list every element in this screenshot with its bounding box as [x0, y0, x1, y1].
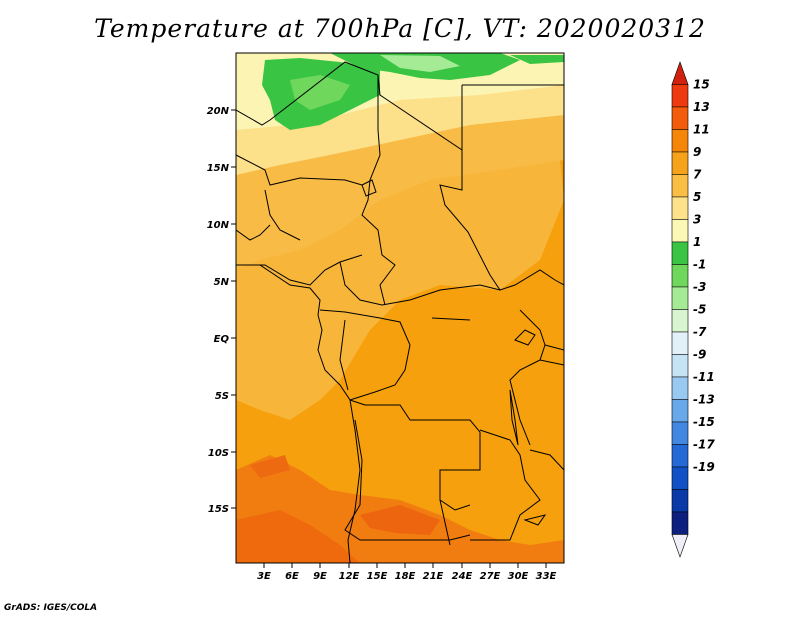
- lon-label: 21E: [423, 571, 444, 582]
- colorbar-level-label: -13: [693, 393, 715, 407]
- lat-label: 10S: [208, 448, 229, 459]
- colorbar-swatch: [671, 421, 689, 445]
- colorbar-swatch: [671, 331, 689, 355]
- colorbar-swatch: [671, 174, 689, 198]
- colorbar-level-label: 11: [693, 123, 710, 137]
- colorbar-swatch: [671, 444, 689, 468]
- coastline: [236, 264, 361, 564]
- colorbar-bottom-triangle: [671, 534, 689, 558]
- colorbar-top-triangle: [671, 61, 689, 85]
- colorbar-level-label: -19: [693, 460, 715, 474]
- colorbar-swatch: [671, 489, 689, 513]
- lon-label: 12E: [339, 571, 360, 582]
- colorbar: 15 13 11 9 7 5 3 1 -1 -3 -5 -7 -9 -11 -13 -15 -17 -19: [671, 61, 715, 558]
- colorbar-level-label: -3: [693, 280, 706, 294]
- lat-axis: 20N 15N 10N 5N EQ 5S 10S 15S: [207, 106, 236, 515]
- colorbar-level-label: -11: [693, 370, 715, 384]
- colorbar-level-label: 3: [693, 213, 701, 227]
- lon-label: 6E: [285, 571, 299, 582]
- lon-label: 30E: [508, 571, 529, 582]
- colorbar-swatch: [671, 84, 689, 108]
- country-borders: [236, 61, 564, 546]
- colorbar-level-label: 15: [693, 78, 710, 92]
- temperature-field: [236, 53, 564, 563]
- colorbar-level-label: -9: [693, 348, 706, 362]
- colorbar-swatch: [671, 219, 689, 243]
- colorbar-swatch: [671, 354, 689, 378]
- colorbar-level-label: -15: [693, 415, 715, 429]
- lat-label: 15S: [208, 504, 229, 515]
- lon-label: 27E: [480, 571, 501, 582]
- colorbar-swatch: [671, 151, 689, 175]
- lon-label: 3E: [257, 571, 271, 582]
- colorbar-level-label: -17: [693, 438, 715, 452]
- lat-label: 10N: [207, 220, 230, 231]
- lat-label: 5S: [215, 391, 229, 402]
- colorbar-swatch: [671, 466, 689, 490]
- lon-label: 33E: [536, 571, 557, 582]
- colorbar-swatch: [671, 196, 689, 220]
- colorbar-level-label: 9: [693, 145, 701, 159]
- footer-credit: GrADS: IGES/COLA: [4, 603, 98, 613]
- lon-label: 24E: [452, 571, 473, 582]
- colorbar-swatch: [671, 309, 689, 333]
- lat-label: 20N: [207, 106, 230, 117]
- colorbar-swatch: [671, 376, 689, 400]
- map-frame: [235, 52, 565, 564]
- colorbar-level-label: 7: [693, 168, 702, 182]
- colorbar-level-label: 5: [693, 190, 701, 204]
- lat-label: 5N: [214, 277, 230, 288]
- colorbar-level-label: -7: [693, 325, 707, 339]
- lon-label: 9E: [313, 571, 327, 582]
- lon-axis: 3E 6E 9E 12E 15E 18E 21E 24E 27E 30E 33E: [257, 563, 557, 582]
- colorbar-level-label: -1: [693, 258, 706, 272]
- colorbar-swatch: [671, 399, 689, 423]
- lat-label: EQ: [214, 334, 230, 345]
- colorbar-level-label: 1: [693, 235, 701, 249]
- colorbar-swatch: [671, 511, 689, 535]
- lat-label: 15N: [207, 163, 230, 174]
- colorbar-level-label: -5: [693, 303, 706, 317]
- lon-label: 18E: [395, 571, 416, 582]
- colorbar-level-label: 13: [693, 100, 710, 114]
- lon-label: 15E: [367, 571, 388, 582]
- colorbar-swatch: [671, 129, 689, 153]
- colorbar-swatch: [671, 286, 689, 310]
- lakes: [361, 179, 547, 526]
- colorbar-swatch: [671, 241, 689, 265]
- colorbar-swatch: [671, 106, 689, 130]
- chart-title: Temperature at 700hPa [C], VT: 202002031…: [94, 14, 706, 43]
- colorbar-swatch: [671, 264, 689, 288]
